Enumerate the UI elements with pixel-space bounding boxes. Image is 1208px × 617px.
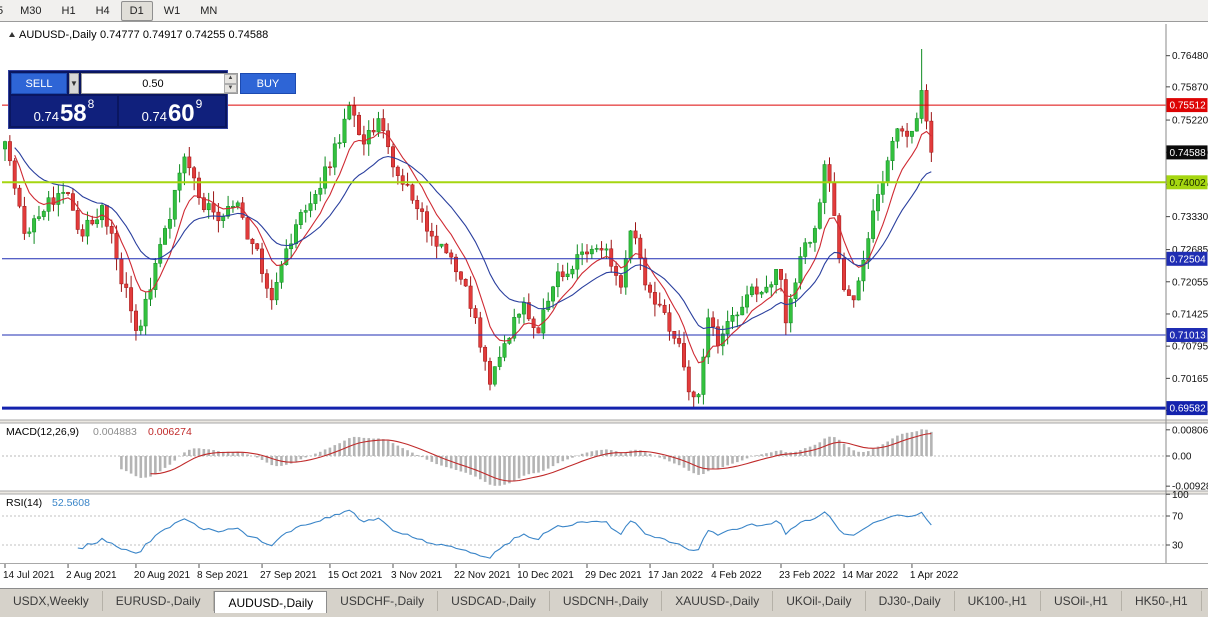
chart-title: AUDUSD-,Daily	[19, 29, 97, 41]
svg-text:23 Feb 2022: 23 Feb 2022	[779, 570, 836, 581]
svg-text:0.75220: 0.75220	[1172, 116, 1208, 127]
symbol-tab[interactable]: HK50-,H1	[1122, 591, 1202, 611]
svg-text:29 Dec 2021: 29 Dec 2021	[585, 570, 642, 581]
sell-button[interactable]: SELL	[11, 73, 67, 94]
volume-input[interactable]	[81, 74, 224, 93]
chart-ohlc-values: 0.74777 0.74917 0.74255 0.74588	[100, 29, 268, 41]
symbol-tab[interactable]: USDCAD-,Daily	[438, 591, 550, 611]
symbol-tab-bar: USDX,Weekly EURUSD-,Daily AUDUSD-,Daily USD…	[0, 588, 1208, 617]
ask-price[interactable]: 0.74 60 9	[119, 96, 225, 126]
svg-text:0.75512: 0.75512	[1170, 101, 1207, 112]
volume-increase-button[interactable]: ▲	[223, 74, 237, 84]
symbol-tab[interactable]: USDCNH-,Daily	[550, 591, 663, 611]
timeframe-button-W1[interactable]: W1	[163, 4, 181, 17]
symbol-tab[interactable]: USOil-,H1	[1041, 591, 1122, 611]
macd-signal-value: 0.006274	[148, 426, 192, 438]
svg-text:8 Sep 2021: 8 Sep 2021	[197, 570, 249, 581]
svg-text:10 Dec 2021: 10 Dec 2021	[517, 570, 574, 581]
pane-separator[interactable]	[0, 490, 1208, 495]
svg-text:70: 70	[1172, 512, 1184, 523]
volume-decrease-button[interactable]: ▼	[223, 83, 237, 93]
symbol-tab[interactable]: USDX,Weekly	[0, 591, 103, 611]
svg-text:-0.00928: -0.00928	[1172, 482, 1208, 493]
svg-text:20 Aug 2021: 20 Aug 2021	[134, 570, 191, 581]
pane-separator[interactable]	[0, 419, 1208, 424]
symbol-tab[interactable]: UK100-,H1	[955, 591, 1041, 611]
timeframe-button-MN[interactable]: MN	[200, 4, 218, 17]
symbol-tab[interactable]: XAUUSD-,Daily	[662, 591, 774, 611]
price-badge[interactable]	[1166, 175, 1208, 190]
volume-dropdown-button[interactable]: ▼	[69, 73, 79, 94]
chevron-down-icon: ▼	[70, 79, 78, 88]
symbol-tab[interactable]: DJ30-,Daily	[866, 591, 955, 611]
symbol-tab[interactable]: EURUSD-,Daily	[103, 591, 215, 611]
price-badge[interactable]	[1166, 98, 1208, 113]
svg-text:0.70165: 0.70165	[1172, 374, 1208, 385]
price-badge[interactable]	[1166, 401, 1208, 416]
svg-text:100: 100	[1172, 490, 1189, 501]
svg-text:0.71013: 0.71013	[1170, 331, 1207, 342]
price-badge[interactable]	[1166, 328, 1208, 342]
svg-text:0.74588: 0.74588	[1170, 148, 1207, 159]
rsi-pane	[2, 509, 1166, 559]
svg-text:0.75870: 0.75870	[1172, 82, 1208, 93]
svg-text:1 Apr 2022: 1 Apr 2022	[910, 570, 959, 581]
moving-averages-layer	[14, 130, 932, 364]
svg-text:17 Jan 2022: 17 Jan 2022	[648, 570, 703, 581]
chart-canvas[interactable]: 0.764800.758700.752200.745900.739600.733…	[0, 23, 1208, 588]
svg-text:0.69582: 0.69582	[1170, 404, 1207, 415]
svg-text:14 Mar 2022: 14 Mar 2022	[842, 570, 899, 581]
svg-text:3 Nov 2021: 3 Nov 2021	[391, 570, 443, 581]
price-axis[interactable]: 0.764800.758700.752200.745900.739600.733…	[1166, 51, 1208, 552]
date-axis[interactable]: 14 Jul 2021 2 Aug 2021 20 Aug 2021 8 Sep 20…	[3, 564, 959, 581]
svg-text:15 Oct 2021: 15 Oct 2021	[328, 570, 383, 581]
bid-price-pip: 8	[87, 97, 95, 111]
collapse-arrow-icon[interactable]	[9, 32, 15, 37]
timeframe-button-D1[interactable]: D1	[120, 0, 153, 21]
price-badge[interactable]	[1166, 251, 1208, 266]
horizontal-lines-layer[interactable]	[2, 104, 1166, 410]
svg-text:22 Nov 2021: 22 Nov 2021	[454, 570, 511, 581]
svg-text:0.008061: 0.008061	[1172, 425, 1208, 436]
ask-price-big: 60	[167, 99, 195, 127]
svg-text:0.00: 0.00	[1172, 452, 1192, 463]
svg-text:0.72685: 0.72685	[1172, 245, 1208, 256]
symbol-tab[interactable]: AUDUSD-,Daily	[214, 591, 328, 613]
candles-layer	[3, 49, 934, 408]
macd-pane	[2, 429, 1166, 486]
svg-text:0.71425: 0.71425	[1172, 310, 1208, 321]
buy-button[interactable]: BUY	[239, 73, 296, 94]
macd-value: 0.004883	[93, 426, 137, 438]
svg-text:27 Sep 2021: 27 Sep 2021	[260, 570, 317, 581]
svg-text:0.72504: 0.72504	[1170, 254, 1207, 265]
ask-price-pip: 9	[195, 97, 203, 111]
bid-price-big: 58	[59, 99, 87, 127]
symbol-tab[interactable]: USDCHF-,Daily	[327, 591, 439, 611]
svg-text:0.76480: 0.76480	[1172, 51, 1208, 62]
svg-text:0.72055: 0.72055	[1172, 277, 1208, 288]
rsi-label: RSI(14)	[6, 497, 42, 509]
timeframe-button-5[interactable]: 5	[0, 4, 4, 17]
svg-text:0.73330: 0.73330	[1172, 212, 1208, 223]
timeframe-button-H4[interactable]: H4	[95, 4, 110, 17]
symbol-tab[interactable]: UKOil-,Daily	[773, 591, 866, 611]
bid-price[interactable]: 0.74 58 8	[11, 96, 117, 126]
rsi-value: 52.5608	[52, 497, 90, 509]
chart-window: 0.764800.758700.752200.745900.739600.733…	[0, 23, 1208, 588]
svg-text:0.74002: 0.74002	[1170, 178, 1207, 189]
svg-text:2 Aug 2021: 2 Aug 2021	[66, 570, 117, 581]
timeframe-button-H1[interactable]: H1	[61, 4, 76, 17]
svg-text:0.70795: 0.70795	[1172, 342, 1208, 353]
ask-price-prefix: 0.74	[141, 108, 167, 124]
timeframe-toolbar: 5 M30 H1 H4 D1 W1 MN	[0, 0, 1208, 22]
svg-text:14 Jul 2021: 14 Jul 2021	[3, 570, 55, 581]
macd-label: MACD(12,26,9)	[6, 426, 79, 438]
bid-price-prefix: 0.74	[33, 108, 59, 124]
price-badge[interactable]	[1166, 145, 1208, 160]
svg-text:4 Feb 2022: 4 Feb 2022	[711, 570, 762, 581]
svg-text:30: 30	[1172, 541, 1184, 552]
timeframe-button-M30[interactable]: M30	[20, 4, 42, 17]
